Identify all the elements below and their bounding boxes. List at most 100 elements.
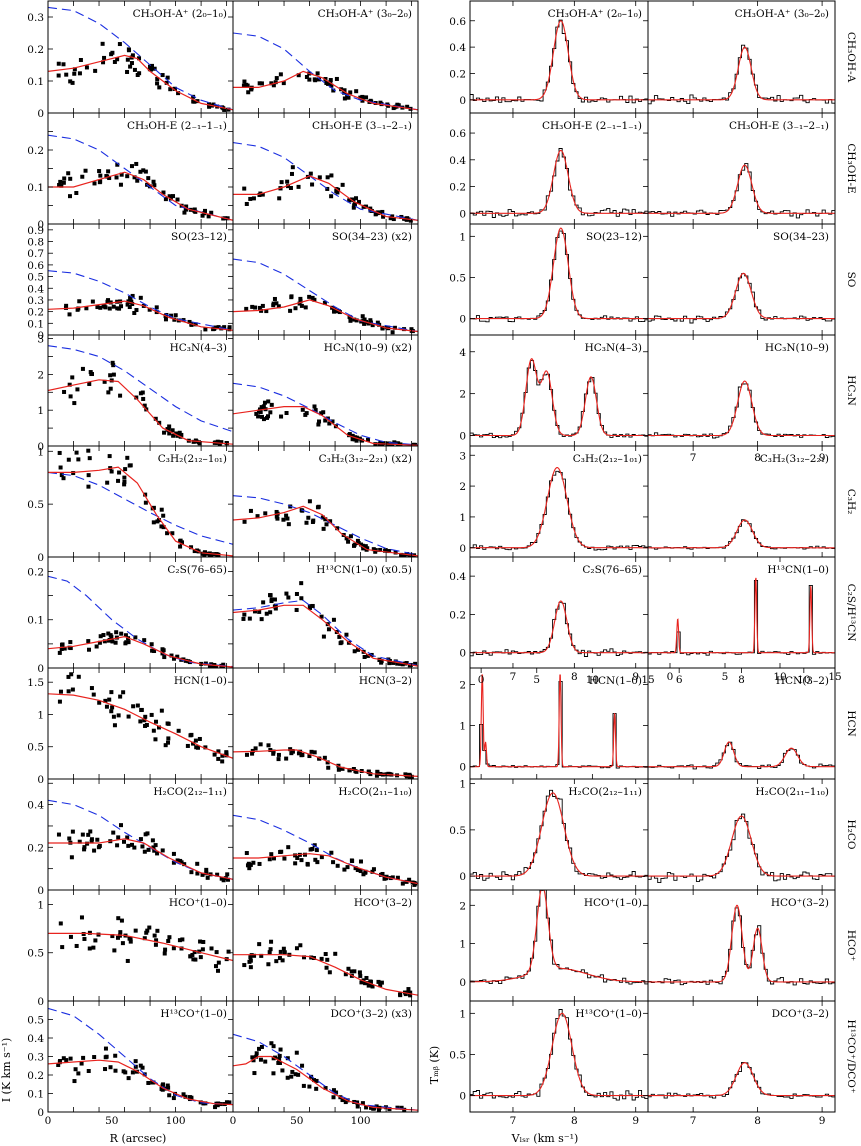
data-point — [224, 751, 229, 756]
data-point — [128, 299, 133, 304]
x-tick-label: 50 — [290, 1115, 303, 1127]
model-curve — [233, 1055, 418, 1111]
data-point — [59, 646, 64, 651]
data-point — [72, 1079, 77, 1084]
data-point — [171, 1096, 176, 1101]
species-label: SO — [845, 272, 857, 288]
data-point — [163, 317, 168, 322]
panel-label: H¹³CO⁺(1–0) — [575, 1008, 642, 1020]
profile-panel-2-1: SO(34–23) (x2) — [232, 223, 419, 336]
data-point — [242, 186, 247, 191]
data-point — [264, 309, 269, 314]
data-point — [98, 634, 103, 639]
data-point — [360, 438, 365, 443]
data-point — [378, 983, 383, 988]
x-tick-label: 9 — [632, 1115, 639, 1127]
data-point — [303, 305, 308, 310]
data-point — [293, 306, 298, 311]
data-point — [366, 437, 371, 442]
data-point — [170, 531, 175, 536]
data-point — [162, 655, 167, 660]
y-tick-label: 0 — [37, 441, 44, 453]
data-point — [171, 946, 176, 951]
observed-spectrum — [470, 19, 648, 104]
data-point — [310, 182, 315, 187]
x-tick-label: 7 — [510, 1115, 517, 1127]
model-spectrum — [470, 227, 648, 320]
panel-frame — [232, 1000, 419, 1113]
plot-area — [470, 358, 648, 439]
data-point — [346, 966, 351, 971]
data-point — [273, 1055, 278, 1060]
data-point — [290, 1069, 295, 1074]
data-point — [402, 553, 407, 557]
data-point — [128, 296, 133, 301]
y-tick-label: 0 — [37, 663, 44, 675]
data-point — [124, 640, 129, 645]
data-point — [102, 304, 107, 309]
data-point — [112, 723, 117, 728]
data-point — [188, 954, 193, 959]
data-point — [282, 950, 287, 955]
y-tick-label: 2 — [459, 679, 466, 691]
data-point — [100, 41, 105, 46]
data-point — [152, 933, 157, 938]
data-point — [127, 463, 132, 468]
plot-area — [233, 939, 418, 998]
x-tick-label: 100 — [351, 1115, 371, 1127]
data-point — [277, 1060, 282, 1065]
data-point — [271, 83, 276, 88]
data-point — [374, 1104, 379, 1109]
data-point — [147, 67, 152, 72]
data-point — [143, 723, 148, 728]
x-tick-label: 8 — [754, 452, 761, 464]
data-point — [161, 513, 166, 518]
dashed-model-curve — [233, 814, 418, 885]
data-point — [391, 106, 396, 111]
y-tick-label: 3 — [459, 450, 466, 462]
data-point — [334, 1090, 339, 1095]
data-point — [368, 318, 373, 323]
y-tick-label: 0 — [459, 208, 466, 220]
data-point — [294, 591, 299, 596]
profile-panel-1-1: CH₃OH-E (3₋₁–2₋₁) — [232, 112, 419, 225]
data-point — [192, 549, 197, 554]
data-point — [285, 516, 290, 521]
panel-label: CH₃OH-E (2₋₁–1₋₁) — [542, 120, 642, 132]
plot-area — [233, 742, 418, 779]
species-label: H₂CO — [845, 819, 857, 849]
data-point — [352, 969, 357, 974]
y-tick-label: 0.2 — [27, 842, 44, 854]
y-tick-label: 0.8 — [27, 237, 44, 249]
data-point — [60, 642, 65, 647]
data-point — [201, 939, 206, 944]
data-point — [286, 595, 291, 600]
data-point — [393, 659, 398, 664]
panel-label: DCO⁺(3–2) — [772, 1008, 829, 1020]
y-tick-label: 0.2 — [449, 609, 466, 621]
x-tick-label: 9 — [819, 452, 826, 464]
data-point — [269, 597, 274, 602]
data-point — [354, 769, 359, 774]
data-point — [118, 930, 123, 935]
data-point — [323, 952, 328, 957]
data-point — [86, 639, 91, 644]
y-tick-label: 0.4 — [27, 1033, 44, 1045]
data-point — [166, 736, 171, 741]
y-tick-label: 0 — [37, 774, 44, 786]
data-point — [151, 728, 156, 733]
data-point — [64, 1058, 69, 1063]
data-point — [274, 514, 279, 519]
data-point — [387, 1107, 392, 1112]
data-point — [256, 409, 261, 414]
data-point — [61, 1056, 66, 1061]
model-curve — [48, 932, 233, 962]
data-point — [211, 664, 216, 668]
data-point — [115, 57, 120, 62]
data-point — [326, 627, 331, 632]
dashed-model-curve — [233, 258, 418, 333]
profile-panel-0-1: CH₃OH-A⁺ (3₀–2₀) — [232, 0, 419, 114]
observed-spectrum — [648, 163, 835, 219]
data-point — [271, 1071, 276, 1076]
data-point — [76, 674, 81, 679]
